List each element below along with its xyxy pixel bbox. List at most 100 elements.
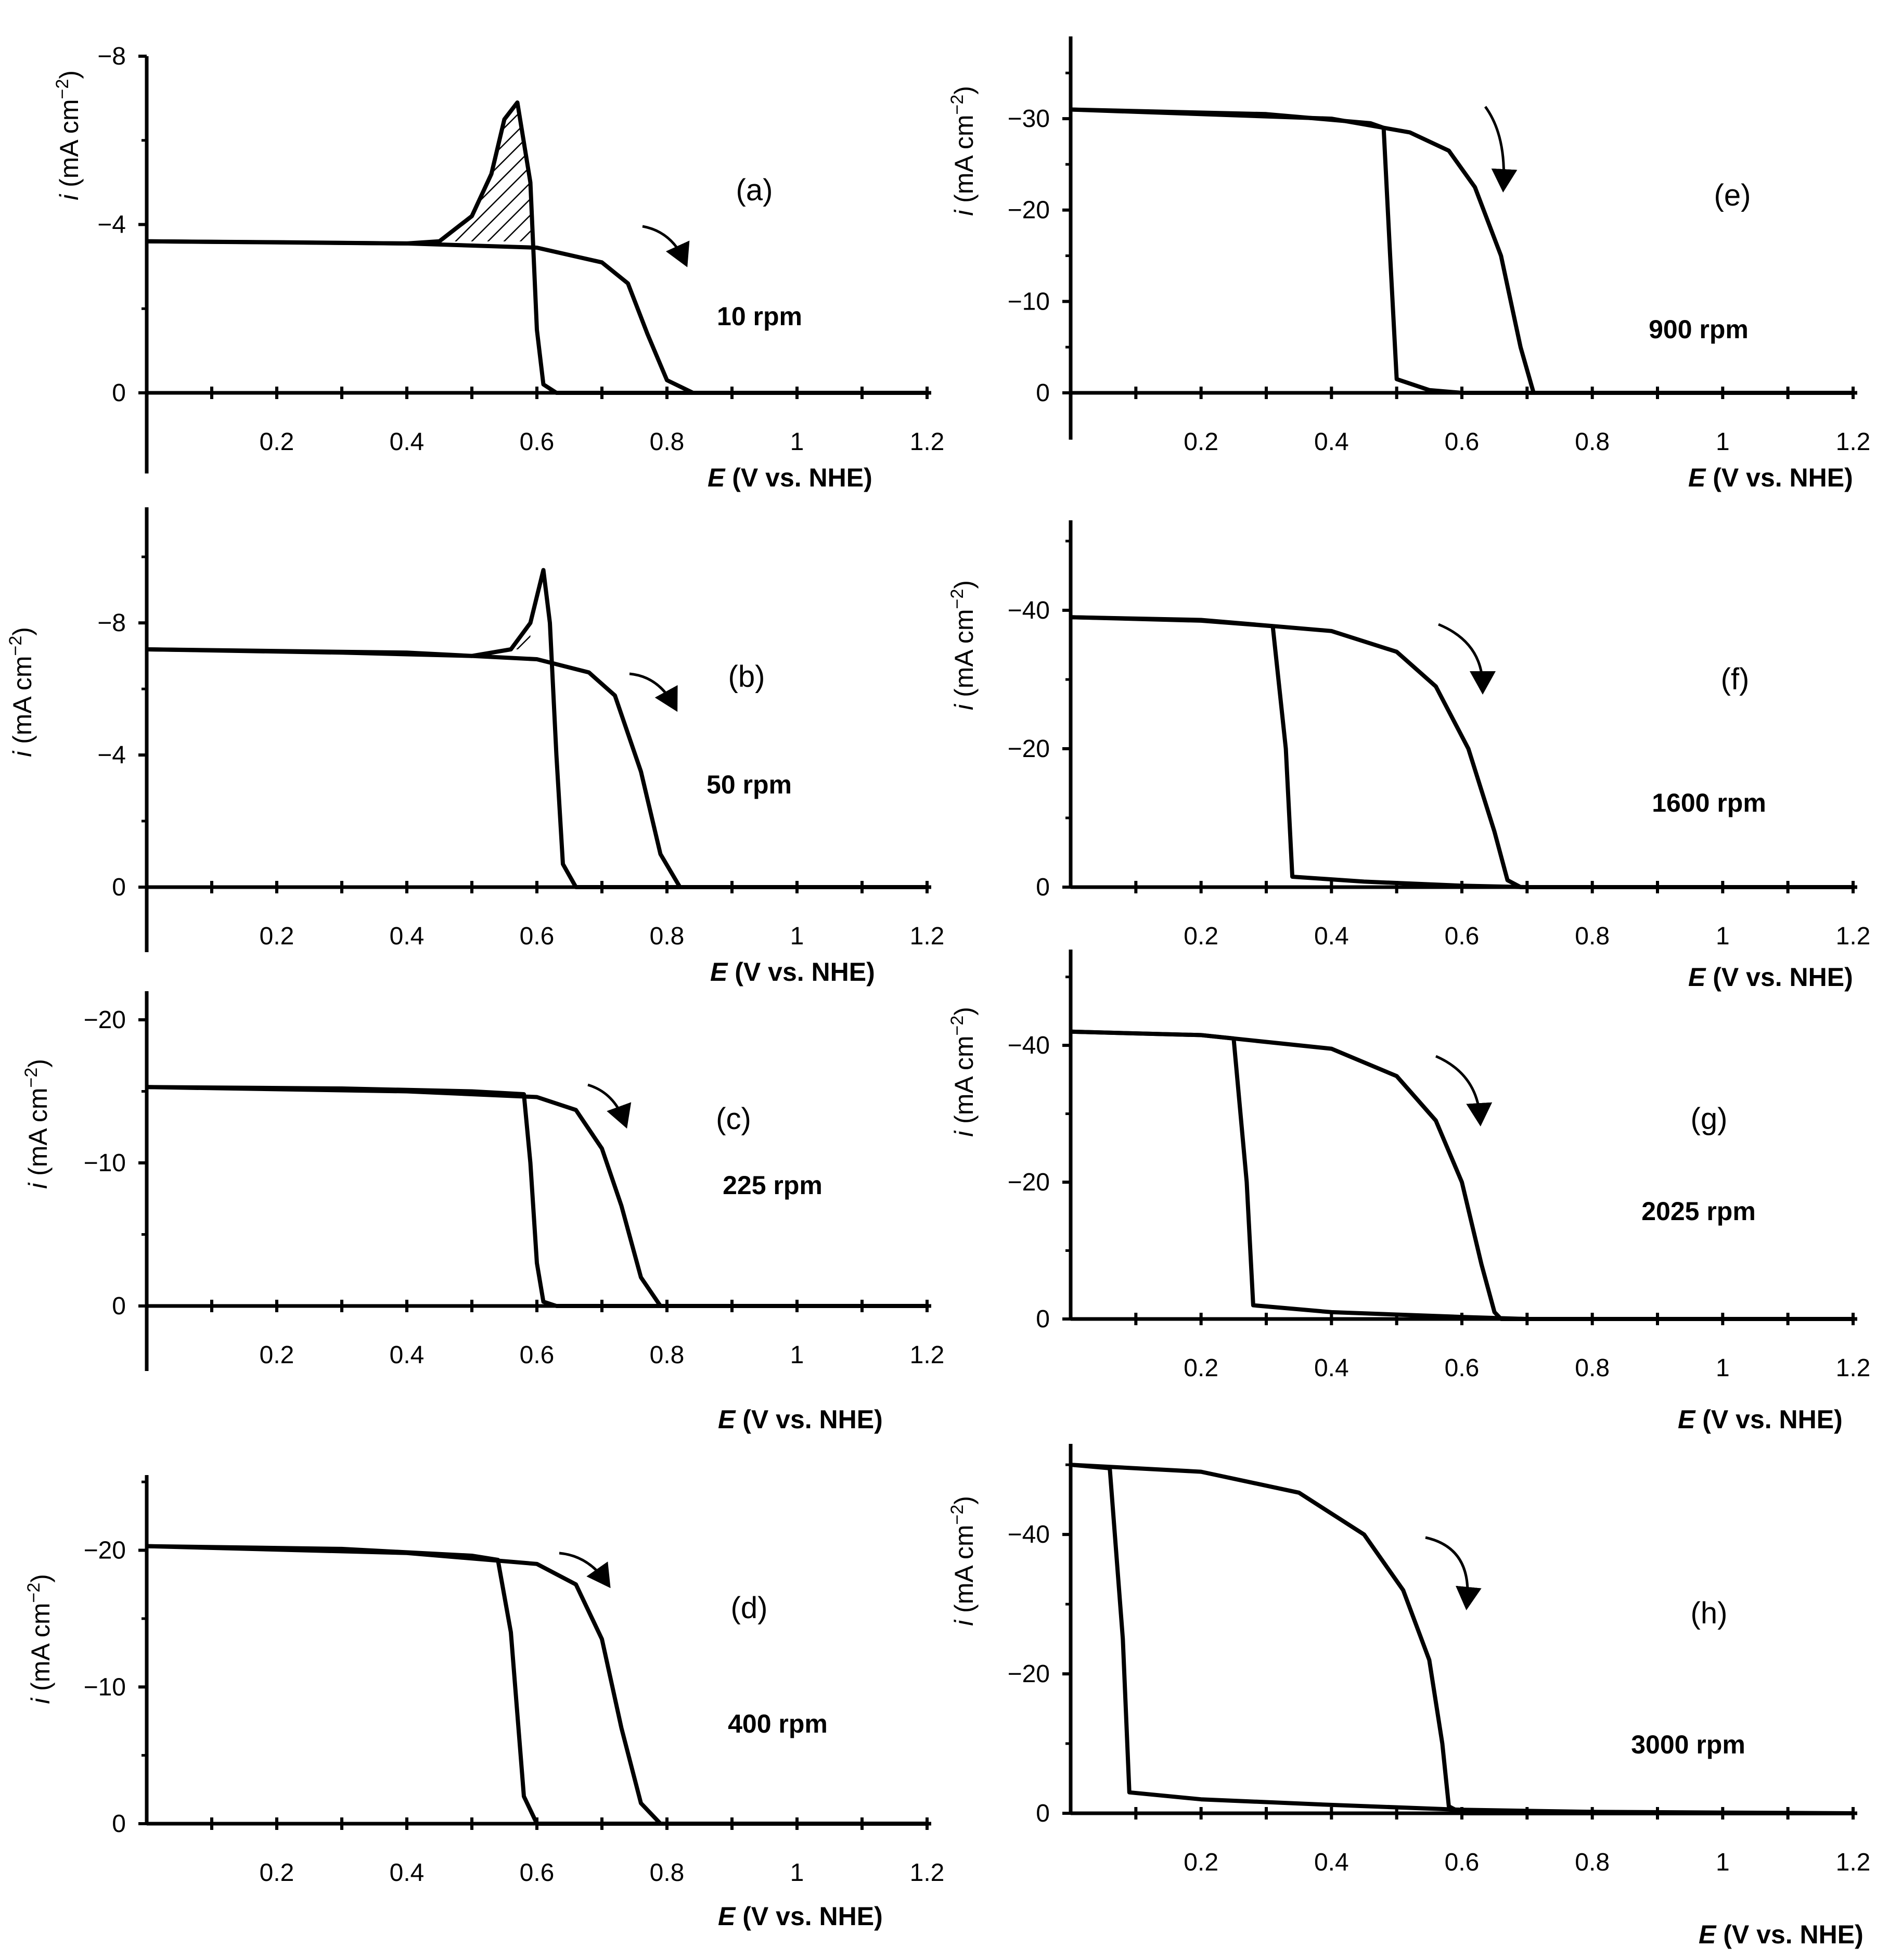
scan-direction-arrow [1436, 1056, 1480, 1119]
multi-panel-figure: 0.2 0.4 0.6 0.8 1 1.2−8−40(a)10 rpmE (V vs. N… [0, 0, 1902, 1960]
x-tick-label: 1 [1716, 1354, 1730, 1382]
x-tick-label: 0.2 [260, 923, 294, 950]
y-tick-label: 0 [1036, 1305, 1050, 1333]
panel-label: (f) [1721, 662, 1750, 696]
panel-f: 0.2 0.4 0.6 0.8 1 1.2−40−200(f)1600 rpmE (V v… [947, 520, 1870, 992]
y-axis-label: i (mA cm−2) [53, 70, 84, 200]
y-tick-label: −4 [97, 741, 126, 769]
y-tick-label: −4 [97, 211, 126, 239]
panel-label: (c) [716, 1102, 751, 1136]
x-tick-label: 0.8 [650, 1859, 685, 1887]
series-line-forward [1071, 1465, 1853, 1813]
y-axis-label: i (mA cm−2) [6, 627, 37, 757]
scan-direction-arrow [629, 674, 674, 705]
x-tick-label: 0.2 [1184, 1354, 1218, 1382]
x-tick-label: 0.2 [1184, 428, 1218, 456]
x-tick-label: 0.4 [390, 923, 425, 950]
x-tick-label: 1 [1716, 1849, 1730, 1876]
x-tick-label: 1.2 [910, 1859, 945, 1887]
x-tick-label: 1 [790, 1859, 804, 1887]
x-tick-label: 0.2 [1184, 923, 1218, 950]
x-axis-label: E (V vs. NHE) [1688, 463, 1853, 492]
y-tick-label: −20 [1008, 197, 1050, 224]
scan-direction-arrow [588, 1085, 624, 1121]
x-tick-label: 1.2 [910, 923, 945, 950]
y-axis-label: i (mA cm−2) [21, 1059, 53, 1189]
rpm-label: 10 rpm [717, 302, 802, 331]
rpm-label: 3000 rpm [1631, 1730, 1745, 1759]
x-tick-label: 0.8 [650, 1341, 685, 1369]
series-line-return [147, 649, 927, 887]
series-line-forward [1071, 110, 1853, 393]
y-tick-label: −20 [1008, 735, 1050, 763]
x-tick-label: 0.2 [260, 1341, 294, 1369]
x-tick-label: 1.2 [1836, 1354, 1871, 1382]
x-tick-label: 1.2 [910, 428, 945, 456]
y-tick-label: 0 [112, 874, 126, 901]
x-tick-label: 1 [790, 923, 804, 950]
x-axis-label: E (V vs. NHE) [718, 1902, 883, 1931]
y-axis-label: i (mA cm−2) [947, 580, 979, 710]
y-tick-label: −30 [1008, 105, 1050, 133]
x-tick-label: 0.6 [1445, 1849, 1480, 1876]
rpm-label: 225 rpm [723, 1171, 823, 1200]
y-tick-label: −40 [1008, 1032, 1050, 1059]
x-tick-label: 0.2 [260, 428, 294, 456]
y-axis-label: i (mA cm−2) [24, 1574, 55, 1704]
scan-direction-arrow [642, 226, 684, 260]
y-tick-label: 0 [1036, 874, 1050, 901]
y-tick-label: −20 [1008, 1169, 1050, 1196]
rpm-label: 50 rpm [706, 770, 792, 799]
x-tick-label: 1 [1716, 428, 1730, 456]
x-tick-label: 0.6 [520, 428, 555, 456]
panel-label: (h) [1691, 1596, 1728, 1630]
x-tick-label: 0.8 [650, 923, 685, 950]
x-tick-label: 0.2 [1184, 1849, 1218, 1876]
y-tick-label: −8 [97, 43, 126, 70]
panel-h: 0.2 0.4 0.6 0.8 1 1.2 −40 −20 0 (h) 3000 rpm E (V v… [947, 1444, 1870, 1949]
x-tick-label: 0.6 [520, 923, 555, 950]
panel-label: (d) [731, 1591, 768, 1625]
rpm-label: 1600 rpm [1652, 788, 1766, 817]
series-line-forward [147, 1546, 927, 1824]
y-tick-label: 0 [112, 1292, 126, 1320]
series-line-return [1071, 1465, 1853, 1813]
x-tick-label: 0.8 [1575, 428, 1610, 456]
x-tick-label: 0.4 [1314, 1354, 1349, 1382]
y-tick-label: −8 [97, 609, 126, 637]
y-axis-label: i (mA cm−2) [947, 1496, 979, 1626]
x-axis-label: E (V vs. NHE) [708, 463, 872, 492]
x-axis-label: E (V vs. NHE) [1699, 1920, 1864, 1949]
x-tick-label: 0.4 [1314, 428, 1349, 456]
y-tick-label: −20 [84, 1006, 126, 1034]
x-axis-label: E (V vs. NHE) [710, 957, 875, 987]
series-line-return [147, 1546, 927, 1824]
x-tick-label: 1.2 [1836, 428, 1871, 456]
panel-label: (e) [1714, 178, 1751, 212]
scan-direction-arrow [1485, 107, 1504, 185]
rpm-label: 900 rpm [1649, 315, 1749, 344]
panel-b: 0.2 0.4 0.6 0.8 1 1.2 −8 −4 0 (b) 50 rpm E (V vs. N… [6, 507, 944, 987]
x-tick-label: 0.8 [1575, 1849, 1610, 1876]
x-tick-label: 0.6 [520, 1859, 555, 1887]
x-tick-label: 0.8 [650, 428, 685, 456]
y-axis-label: i (mA cm−2) [947, 1007, 979, 1137]
x-tick-label: 1.2 [1836, 923, 1871, 950]
x-axis-label: E (V vs. NHE) [1678, 1405, 1843, 1434]
series-line-return [1071, 110, 1853, 393]
x-tick-label: 0.4 [1314, 1849, 1349, 1876]
rpm-label: 400 rpm [728, 1709, 828, 1738]
x-tick-label: 1.2 [1836, 1849, 1871, 1876]
hatched-peak-area [440, 103, 531, 241]
y-tick-label: −20 [1008, 1660, 1050, 1688]
y-tick-label: −40 [1008, 597, 1050, 624]
scan-direction-arrow [1438, 624, 1483, 687]
x-tick-label: 0.2 [260, 1859, 294, 1887]
x-tick-label: 0.8 [1575, 1354, 1610, 1382]
x-tick-label: 0.4 [390, 1859, 425, 1887]
y-tick-label: −20 [84, 1537, 126, 1565]
x-tick-label: 0.8 [1575, 923, 1610, 950]
panel-label: (b) [728, 660, 765, 694]
x-tick-label: 0.6 [1445, 428, 1480, 456]
panel-a: 0.2 0.4 0.6 0.8 1 1.2 −8 −4 0 (a) 10 rpm E (V vs. N… [53, 43, 944, 492]
